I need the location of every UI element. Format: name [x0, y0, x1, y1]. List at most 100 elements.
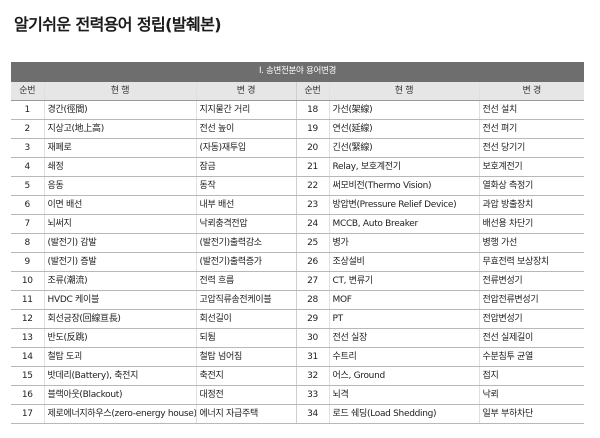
right-changed-term-cell: 낙뢰	[478, 385, 585, 405]
right-changed-term-cell: 접지	[478, 366, 585, 386]
header-current-right: 현 행	[328, 81, 479, 101]
right-changed-term-cell: 과압 방출장치	[478, 195, 585, 215]
table-row: 16 블랙아웃(Blackout) 대정전 33 뇌격 낙뢰	[11, 385, 585, 405]
header-change-right: 변 경	[478, 81, 585, 101]
right-current-term-cell: 긴선(緊線)	[328, 138, 479, 158]
left-current-term-cell: 철탑 도괴	[43, 347, 196, 367]
right-number-cell: 27	[295, 271, 329, 291]
header-no-right: 순번	[295, 81, 329, 101]
left-current-term-cell: (발전기) 감발	[43, 233, 196, 253]
right-number-cell: 31	[295, 347, 329, 367]
left-current-term-cell: 경간(徑間)	[43, 100, 196, 120]
left-changed-term-cell: 에너지 자급주택	[195, 404, 296, 424]
left-changed-term-cell: 되튐	[195, 328, 296, 348]
right-number-cell: 21	[295, 157, 329, 177]
left-number-cell: 6	[11, 195, 44, 215]
table-row: 6 이면 배선 내부 배선 23 방압변(Pressure Relief Device)…	[11, 195, 585, 215]
left-number-cell: 15	[11, 366, 44, 386]
left-number-cell: 13	[11, 328, 44, 348]
left-current-term-cell: 조류(潮流)	[43, 271, 196, 291]
right-changed-term-cell: 열화상 측정기	[478, 176, 585, 196]
right-changed-term-cell: 전류변성기	[478, 271, 585, 291]
left-changed-term-cell: (발전기)출력감소	[195, 233, 296, 253]
right-current-term-cell: 연선(延線)	[328, 119, 479, 139]
left-changed-term-cell: (자동)재투입	[195, 138, 296, 158]
page-title: 알기쉬운 전력용어 정립(발췌본)	[14, 15, 222, 34]
table-row: 11 HVDC 케이블 고압직류송전케이블 28 MOF 전압전류변성기	[11, 290, 585, 310]
left-number-cell: 10	[11, 271, 44, 291]
left-number-cell: 1	[11, 100, 44, 120]
left-changed-term-cell: 내부 배선	[195, 195, 296, 215]
left-changed-term-cell: 지지물간 거리	[195, 100, 296, 120]
right-current-term-cell: MCCB, Auto Breaker	[328, 214, 479, 234]
left-current-term-cell: 밧데리(Battery), 축전지	[43, 366, 196, 386]
left-current-term-cell: 재폐로	[43, 138, 196, 158]
left-number-cell: 3	[11, 138, 44, 158]
right-changed-term-cell: 전선 펴기	[478, 119, 585, 139]
right-number-cell: 30	[295, 328, 329, 348]
right-current-term-cell: 뇌격	[328, 385, 479, 405]
right-number-cell: 23	[295, 195, 329, 215]
left-current-term-cell: HVDC 케이블	[43, 290, 196, 310]
terms-table-body: 1 경간(徑間) 지지물간 거리 18 가선(架線) 전선 설치 2 지상고(地上高) 전선 높…	[11, 100, 585, 424]
right-changed-term-cell: 수분침투 균열	[478, 347, 585, 367]
right-current-term-cell: PT	[328, 309, 479, 329]
left-current-term-cell: (발전기) 증발	[43, 252, 196, 272]
right-current-term-cell: CT, 변류기	[328, 271, 479, 291]
left-number-cell: 16	[11, 385, 44, 405]
table-row: 17 제로에너지하우스(zero-energy house) 에너지 자급주택 34 로…	[11, 404, 585, 424]
left-number-cell: 9	[11, 252, 44, 272]
right-changed-term-cell: 무효전력 보상장치	[478, 252, 585, 272]
right-current-term-cell: 써모비전(Thermo Vision)	[328, 176, 479, 196]
right-changed-term-cell: 배선용 차단기	[478, 214, 585, 234]
table-row: 10 조류(潮流) 전력 흐름 27 CT, 변류기 전류변성기	[11, 271, 585, 291]
right-number-cell: 33	[295, 385, 329, 405]
right-current-term-cell: 로드 쉐딩(Load Shedding)	[328, 404, 479, 424]
left-changed-term-cell: (발전기)출력증가	[195, 252, 296, 272]
table-row: 13 반도(反跳) 되튐 30 전선 실장 전선 실제길이	[11, 328, 585, 348]
right-current-term-cell: 조상설비	[328, 252, 479, 272]
right-changed-term-cell: 전압변성기	[478, 309, 585, 329]
right-changed-term-cell: 병행 가선	[478, 233, 585, 253]
table-row: 14 철탑 도괴 철탑 넘어짐 31 수트리 수분침투 균열	[11, 347, 585, 367]
right-number-cell: 20	[295, 138, 329, 158]
left-number-cell: 11	[11, 290, 44, 310]
right-changed-term-cell: 전선 당기기	[478, 138, 585, 158]
right-changed-term-cell: 일부 부하차단	[478, 404, 585, 424]
left-changed-term-cell: 철탑 넘어짐	[195, 347, 296, 367]
left-changed-term-cell: 전선 높이	[195, 119, 296, 139]
right-number-cell: 32	[295, 366, 329, 386]
table-row: 1 경간(徑間) 지지물간 거리 18 가선(架線) 전선 설치	[11, 100, 585, 120]
table-row: 7 뇌써지 낙뢰충격전압 24 MCCB, Auto Breaker 배선용 차단기	[11, 214, 585, 234]
right-number-cell: 28	[295, 290, 329, 310]
left-current-term-cell: 지상고(地上高)	[43, 119, 196, 139]
left-changed-term-cell: 회선길이	[195, 309, 296, 329]
left-changed-term-cell: 대정전	[195, 385, 296, 405]
left-current-term-cell: 응동	[43, 176, 196, 196]
left-number-cell: 12	[11, 309, 44, 329]
right-number-cell: 29	[295, 309, 329, 329]
right-changed-term-cell: 전선 실제길이	[478, 328, 585, 348]
right-number-cell: 24	[295, 214, 329, 234]
right-changed-term-cell: 전선 설치	[478, 100, 585, 120]
right-number-cell: 18	[295, 100, 329, 120]
left-changed-term-cell: 낙뢰충격전압	[195, 214, 296, 234]
right-number-cell: 19	[295, 119, 329, 139]
right-number-cell: 34	[295, 404, 329, 424]
left-current-term-cell: 쇄정	[43, 157, 196, 177]
right-current-term-cell: 수트리	[328, 347, 479, 367]
left-number-cell: 7	[11, 214, 44, 234]
left-current-term-cell: 뇌써지	[43, 214, 196, 234]
table-row: 4 쇄정 잠금 21 Relay, 보호계전기 보호계전기	[11, 157, 585, 177]
table-row: 12 회선긍장(回線亘長) 회선길이 29 PT 전압변성기	[11, 309, 585, 329]
right-current-term-cell: 가선(架線)	[328, 100, 479, 120]
right-current-term-cell: 어스, Ground	[328, 366, 479, 386]
left-current-term-cell: 제로에너지하우스(zero-energy house)	[43, 404, 196, 424]
right-number-cell: 25	[295, 233, 329, 253]
left-current-term-cell: 블랙아웃(Blackout)	[43, 385, 196, 405]
left-current-term-cell: 회선긍장(回線亘長)	[43, 309, 196, 329]
left-changed-term-cell: 동작	[195, 176, 296, 196]
header-change-left: 변 경	[195, 81, 296, 101]
left-changed-term-cell: 축전지	[195, 366, 296, 386]
header-no-left: 순번	[11, 81, 44, 101]
